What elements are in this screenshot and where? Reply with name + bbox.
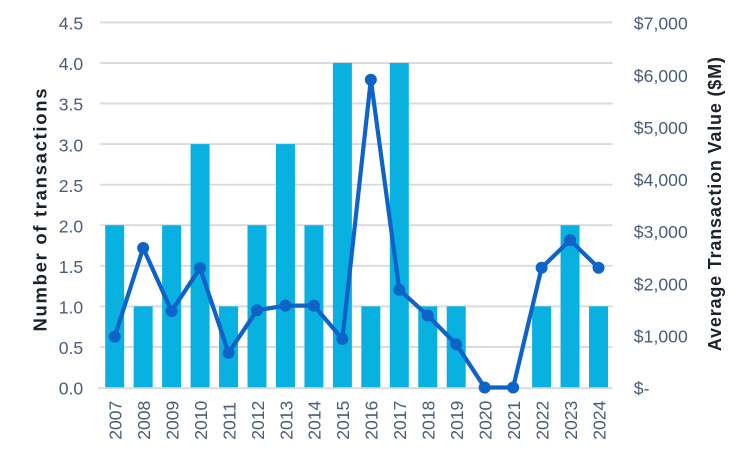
svg-text:2019: 2019	[447, 401, 467, 440]
svg-text:2007: 2007	[106, 401, 126, 440]
svg-text:2.0: 2.0	[59, 216, 84, 236]
svg-text:2014: 2014	[305, 400, 325, 439]
svg-text:2008: 2008	[134, 400, 154, 439]
svg-text:2022: 2022	[532, 401, 552, 440]
svg-text:$3,000: $3,000	[634, 222, 688, 242]
svg-text:2023: 2023	[561, 400, 581, 439]
svg-text:Average Transaction Value ($M): Average Transaction Value ($M)	[705, 57, 725, 351]
svg-text:$5,000: $5,000	[634, 118, 688, 138]
svg-text:2010: 2010	[191, 400, 211, 439]
svg-text:1.5: 1.5	[59, 257, 84, 277]
svg-text:3.5: 3.5	[59, 95, 84, 115]
svg-text:3.0: 3.0	[59, 135, 84, 155]
svg-text:2009: 2009	[162, 401, 182, 440]
svg-text:0.5: 0.5	[59, 338, 84, 358]
svg-text:1.0: 1.0	[59, 298, 84, 318]
svg-text:4.0: 4.0	[59, 54, 84, 74]
svg-text:$7,000: $7,000	[634, 14, 688, 34]
svg-text:2021: 2021	[504, 401, 524, 440]
svg-text:$6,000: $6,000	[634, 66, 688, 86]
svg-text:2013: 2013	[276, 400, 296, 439]
svg-text:0.0: 0.0	[59, 379, 84, 399]
svg-text:$1,000: $1,000	[634, 327, 688, 347]
svg-text:$4,000: $4,000	[634, 170, 688, 190]
svg-text:2011: 2011	[219, 402, 239, 440]
svg-text:2017: 2017	[390, 401, 410, 440]
svg-text:2018: 2018	[419, 400, 439, 439]
svg-text:2016: 2016	[362, 400, 382, 439]
svg-text:Number of transactions: Number of transactions	[29, 89, 50, 332]
svg-text:$-: $-	[634, 379, 650, 399]
svg-text:$2,000: $2,000	[634, 274, 688, 294]
svg-text:2024: 2024	[589, 400, 609, 439]
svg-text:4.5: 4.5	[59, 14, 84, 34]
svg-text:2015: 2015	[333, 400, 353, 439]
svg-text:2020: 2020	[475, 400, 495, 439]
svg-text:2.5: 2.5	[59, 176, 84, 196]
svg-text:2012: 2012	[248, 401, 268, 440]
